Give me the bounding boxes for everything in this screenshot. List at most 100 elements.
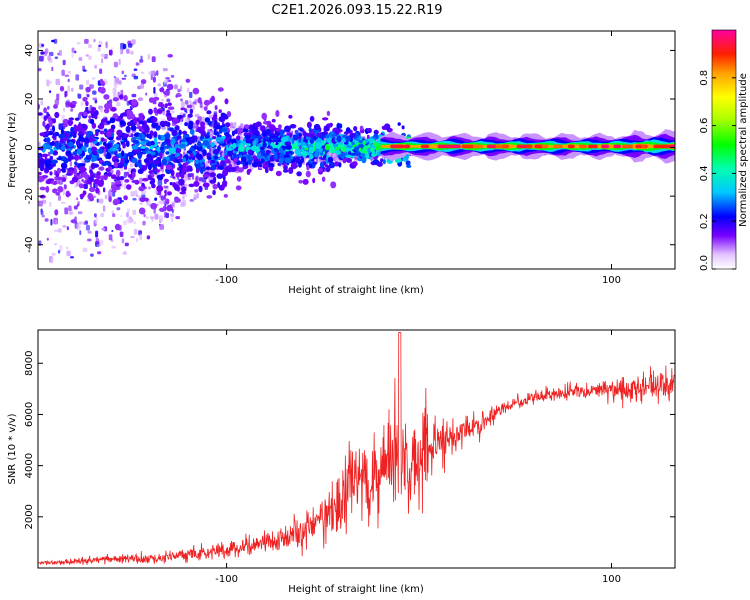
- heatmap-blob: [288, 167, 294, 174]
- heatmap-cell: [108, 49, 113, 56]
- heatmap-blob: [173, 118, 180, 124]
- heatmap-blob: [358, 147, 362, 151]
- heatmap-cell: [172, 202, 175, 207]
- heatmap-blob: [167, 106, 175, 110]
- heatmap-cell: [233, 163, 237, 168]
- heatmap-blob: [217, 165, 224, 170]
- heatmap-blob: [113, 161, 119, 168]
- heatmap-cell: [170, 74, 175, 78]
- heatmap-cell: [40, 100, 44, 106]
- heatmap-blob: [210, 159, 216, 164]
- spectrogram-panel: -100 100 -40 -20 0 20 40 Height of straight li…: [7, 30, 676, 296]
- heatmap-blob: [269, 155, 274, 161]
- heatmap-blob: [141, 177, 149, 182]
- heatmap-cell: [145, 216, 149, 219]
- heatmap-blob: [143, 158, 149, 164]
- heatmap-cell: [180, 98, 183, 102]
- heatmap-blob: [226, 147, 233, 152]
- heatmap-blob: [99, 130, 105, 135]
- heatmap-cell: [174, 84, 178, 90]
- heatmap-cell: [75, 197, 79, 201]
- heatmap-ridge: [613, 144, 621, 149]
- heatmap-blob: [351, 161, 358, 167]
- heatmap-cell: [165, 77, 170, 80]
- x-tick-label: 100: [602, 574, 621, 585]
- heatmap-blob: [95, 131, 99, 137]
- heatmap-blob: [284, 125, 291, 132]
- heatmap-blob: [45, 185, 50, 193]
- heatmap-blob: [254, 123, 258, 127]
- heatmap-blob: [38, 112, 43, 116]
- heatmap-blob: [245, 138, 249, 144]
- heatmap-blob: [118, 94, 124, 100]
- heatmap-blob: [210, 142, 216, 148]
- heatmap-blob: [95, 187, 100, 194]
- heatmap-blob: [59, 85, 65, 92]
- heatmap-blob: [82, 190, 87, 196]
- heatmap-cell: [76, 203, 79, 207]
- heatmap-blob: [337, 142, 343, 146]
- heatmap-cell: [163, 79, 169, 84]
- heatmap-blob: [125, 171, 130, 176]
- heatmap-blob: [169, 154, 175, 161]
- heatmap-blob: [97, 180, 104, 187]
- heatmap-blob: [76, 125, 84, 132]
- heatmap-blob: [207, 137, 213, 141]
- heatmap-blob: [62, 123, 68, 128]
- heatmap-blob: [85, 86, 91, 93]
- heatmap-cell: [53, 38, 58, 44]
- heatmap-blob: [361, 156, 367, 164]
- heatmap-cell: [65, 104, 70, 108]
- heatmap-cell: [198, 177, 203, 182]
- heatmap-blob: [170, 147, 176, 153]
- heatmap-cell: [74, 216, 77, 220]
- heatmap-blob: [71, 100, 77, 105]
- heatmap-cell: [46, 237, 49, 241]
- heatmap-blob: [302, 178, 309, 185]
- heatmap-cell: [98, 44, 102, 47]
- heatmap-cell: [82, 69, 87, 72]
- heatmap-cell: [189, 99, 192, 104]
- heatmap-cell: [64, 74, 70, 77]
- heatmap-blob: [232, 142, 237, 149]
- heatmap-cell: [71, 47, 75, 53]
- heatmap-blob: [88, 153, 92, 160]
- heatmap-blob: [202, 182, 210, 188]
- heatmap-blob: [224, 154, 229, 160]
- heatmap-blob: [212, 183, 218, 190]
- heatmap-blob: [368, 138, 375, 142]
- heatmap-blob: [306, 165, 310, 171]
- colorbar-tick-label: 0.2: [699, 213, 710, 229]
- heatmap-cell: [240, 123, 244, 128]
- heatmap-cell: [137, 85, 142, 90]
- heatmap-blob: [373, 129, 379, 135]
- heatmap-blob: [178, 178, 185, 186]
- heatmap-blob: [349, 132, 356, 138]
- heatmap-blob: [159, 87, 165, 93]
- heatmap-blob: [181, 186, 187, 193]
- heatmap-cell: [157, 179, 163, 186]
- heatmap-blob: [110, 184, 118, 191]
- heatmap-blob: [60, 128, 64, 135]
- heatmap-blob: [42, 120, 46, 127]
- heatmap-cell: [85, 79, 90, 85]
- heatmap-blob: [226, 111, 232, 118]
- heatmap-cell: [41, 214, 45, 218]
- heatmap-cell: [209, 132, 214, 135]
- heatmap-cell: [132, 209, 136, 216]
- heatmap-cell: [91, 77, 96, 80]
- heatmap-cell: [121, 70, 124, 75]
- heatmap-blob: [260, 158, 265, 164]
- heatmap-blob: [153, 136, 158, 144]
- heatmap-cell: [121, 77, 127, 80]
- heatmap-cell: [71, 87, 74, 92]
- heatmap-blob: [54, 111, 60, 119]
- heatmap-cell: [87, 230, 92, 234]
- heatmap-blob: [252, 155, 257, 160]
- heatmap-ridge: [553, 144, 563, 149]
- heatmap-blob: [236, 135, 241, 141]
- heatmap-blob: [92, 163, 100, 168]
- heatmap-cell: [189, 199, 194, 202]
- heatmap-blob: [209, 179, 216, 184]
- heatmap-cell: [116, 207, 121, 211]
